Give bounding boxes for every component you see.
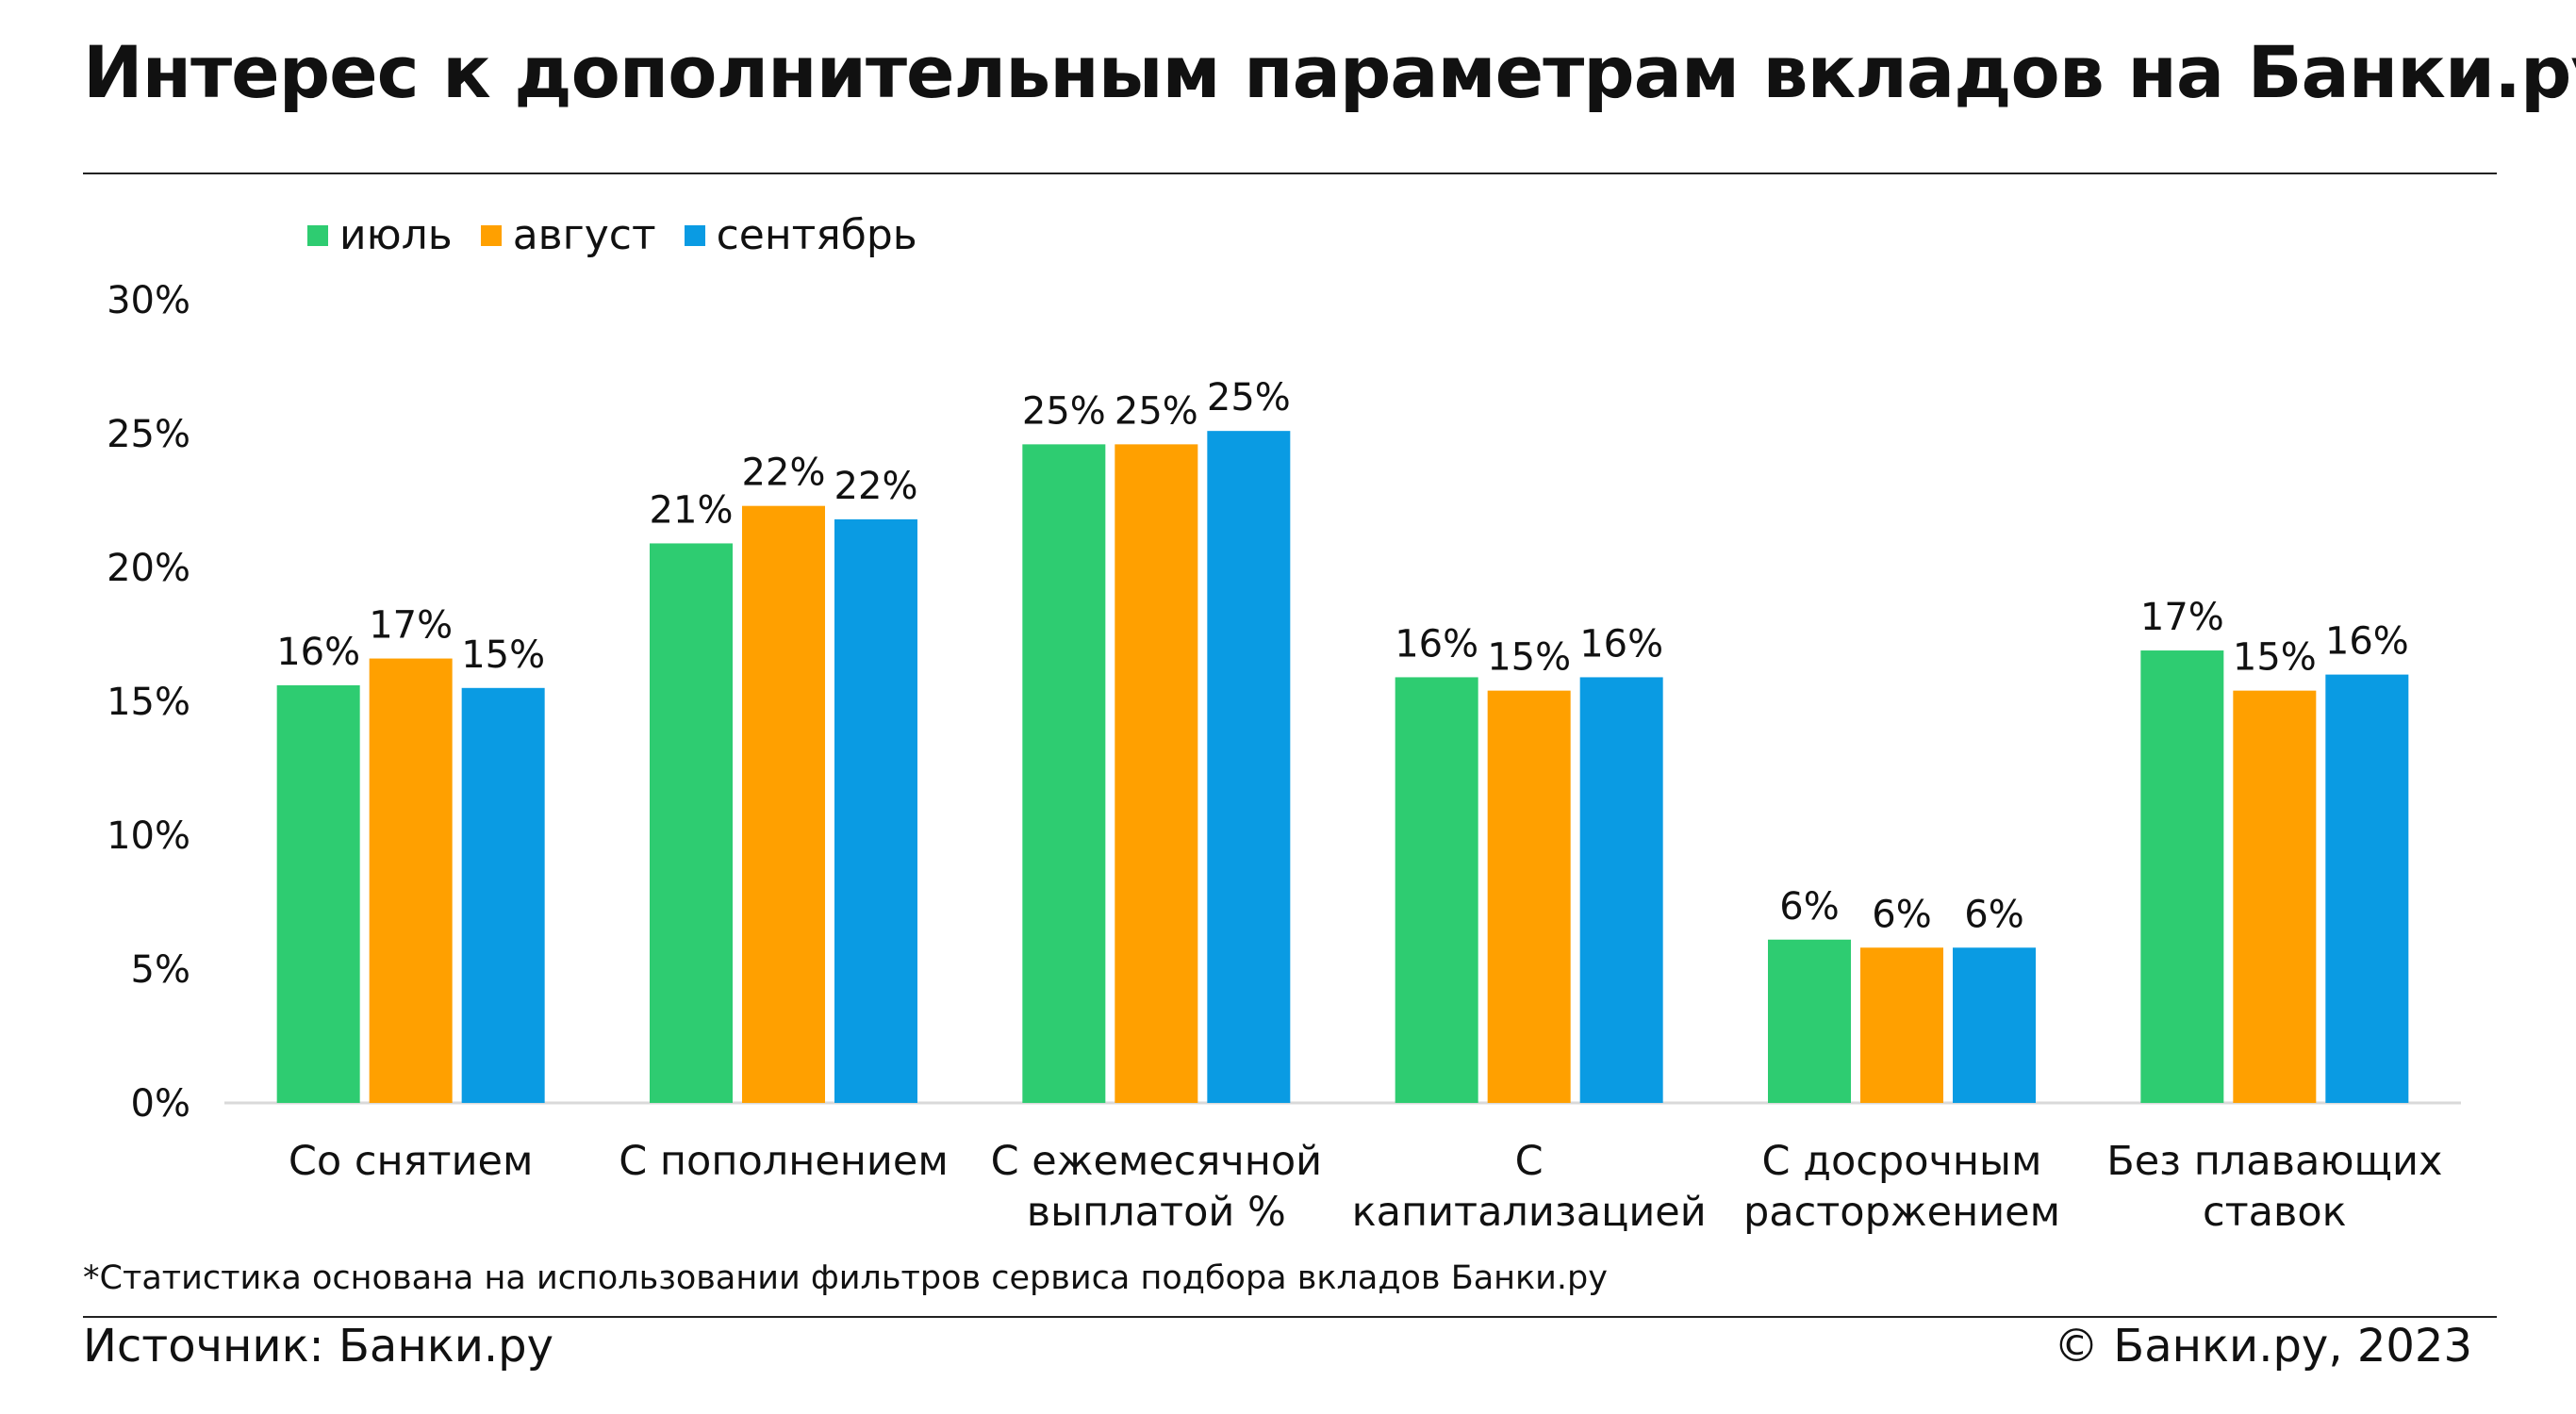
legend-swatch-september <box>684 224 705 246</box>
legend-label-july: июль <box>339 211 453 259</box>
bar <box>1953 947 2036 1103</box>
data-label: 21% <box>650 488 734 532</box>
x-category-label: капитализацией <box>1352 1189 1707 1236</box>
bar <box>2325 674 2409 1103</box>
bar <box>2140 650 2224 1103</box>
bar-chart: 0%5%10%15%20%25%30%16%17%15%Со снятием21… <box>107 279 2461 1236</box>
data-label: 15% <box>1487 636 1571 680</box>
legend-swatch-july <box>307 224 328 246</box>
data-label: 15% <box>2233 636 2317 680</box>
legend-swatch-august <box>480 224 502 246</box>
data-label: 16% <box>2325 620 2409 664</box>
data-label: 25% <box>1207 376 1291 419</box>
legend-item-july: июль <box>307 211 453 259</box>
x-category-label: ставок <box>2203 1189 2347 1236</box>
x-category-label: Без плавающих <box>2106 1138 2442 1185</box>
x-category-label: С пополнением <box>619 1138 949 1185</box>
bar <box>1022 444 1106 1103</box>
bar <box>369 658 453 1103</box>
y-tick-label: 5% <box>131 948 190 992</box>
bar <box>1395 677 1478 1103</box>
bar <box>2233 690 2317 1103</box>
chart-title: Интерес к дополнительным параметрам вкла… <box>83 30 2576 114</box>
legend-label-august: август <box>512 211 656 259</box>
data-label: 16% <box>1579 622 1663 666</box>
bar <box>742 505 825 1103</box>
bar <box>1768 939 1851 1103</box>
bar <box>834 518 917 1103</box>
source-label: Источник: Банки.ру <box>83 1320 554 1373</box>
data-label: 25% <box>1115 389 1198 433</box>
footnote: *Статистика основана на использовании фи… <box>83 1259 1608 1297</box>
bar <box>1487 690 1571 1103</box>
x-category-label: С <box>1515 1138 1544 1185</box>
data-label: 22% <box>834 465 918 508</box>
data-label: 6% <box>1872 893 1931 936</box>
x-category-label: Со снятием <box>289 1138 534 1185</box>
bar <box>1115 444 1198 1103</box>
data-label: 6% <box>1964 893 2023 936</box>
x-category-label: выплатой % <box>1027 1189 1286 1236</box>
bar <box>1579 677 1663 1103</box>
title-divider <box>83 173 2497 174</box>
data-label: 15% <box>461 633 545 677</box>
y-tick-label: 20% <box>107 547 190 590</box>
chart-legend: июль август сентябрь <box>307 211 917 259</box>
data-label: 16% <box>1395 622 1478 666</box>
data-label: 25% <box>1022 389 1106 433</box>
bar <box>461 687 545 1103</box>
data-label: 22% <box>742 452 826 495</box>
y-tick-label: 25% <box>107 413 190 456</box>
legend-item-september: сентябрь <box>684 211 917 259</box>
x-category-label: С ежемесячной <box>991 1138 1323 1185</box>
footer-divider <box>83 1316 2497 1318</box>
data-label: 17% <box>2140 596 2224 639</box>
data-label: 6% <box>1779 885 1839 929</box>
legend-label-september: сентябрь <box>716 211 917 259</box>
x-category-label: С досрочным <box>1762 1138 2042 1185</box>
bar <box>276 684 360 1103</box>
data-label: 16% <box>276 631 360 674</box>
bar <box>1207 431 1291 1103</box>
y-tick-label: 0% <box>131 1082 190 1126</box>
bar <box>650 543 733 1103</box>
legend-item-august: август <box>480 211 656 259</box>
data-label: 17% <box>369 604 453 648</box>
copyright-label: © Банки.ру, 2023 <box>2054 1320 2472 1373</box>
y-tick-label: 30% <box>107 279 190 322</box>
bar <box>1860 947 1943 1103</box>
x-category-label: расторжением <box>1743 1189 2060 1236</box>
y-tick-label: 15% <box>107 681 190 724</box>
y-tick-label: 10% <box>107 814 190 858</box>
